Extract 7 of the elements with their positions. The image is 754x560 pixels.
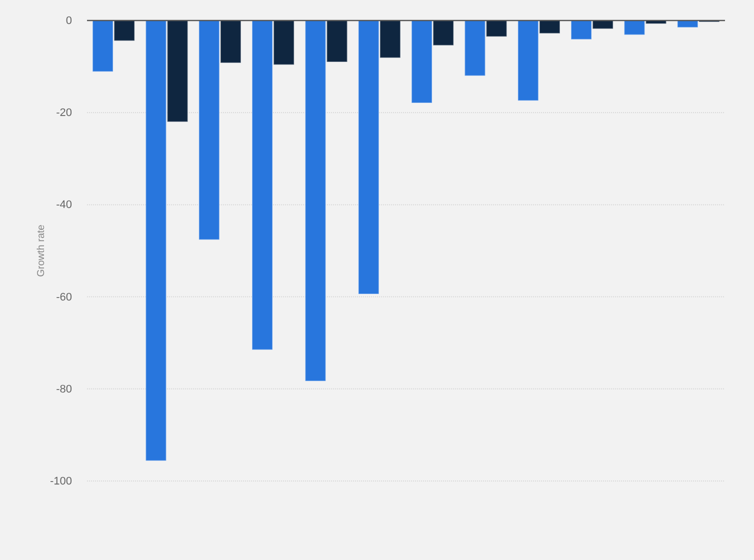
y-tick-label: -60: [56, 291, 72, 304]
y-tick-label: -80: [56, 383, 72, 396]
y-tick-label: -100: [50, 476, 72, 488]
y-tick-label: -40: [56, 199, 72, 212]
y-axis-title: Growth rate: [36, 224, 47, 277]
y-tick-label: 0: [66, 15, 72, 28]
y-tick-label: -20: [56, 107, 72, 120]
